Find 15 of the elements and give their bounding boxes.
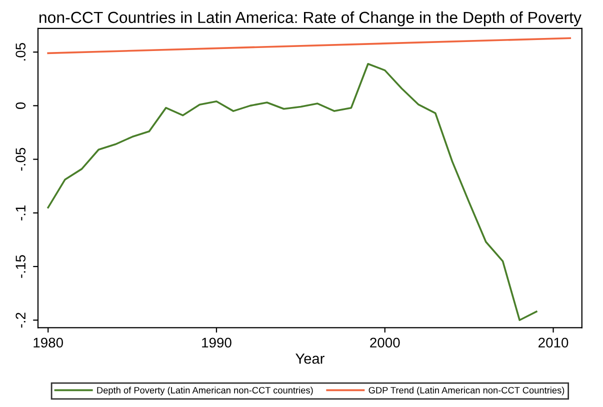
x-tick-label: 2000 [370, 338, 400, 348]
y-tick-label: 0 [16, 102, 26, 110]
legend-label: GDP Trend (Latin American non-CCT Countries) [368, 386, 564, 396]
legend-label: Depth of Poverty (Latin American non-CCT countries) [97, 386, 313, 396]
line-series [47, 62, 538, 322]
x-tick-label: 1980 [34, 338, 63, 348]
chart-title: non-CCT Countries in Latin America: Rate of Change in the Depth of Poverty [39, 11, 582, 26]
x-tick-label: 2010 [538, 338, 568, 348]
x-tick-label: 1990 [202, 338, 232, 348]
y-tick-label: .05 [16, 43, 26, 60]
y-tick-label: -.15 [16, 255, 26, 278]
x-axis-title: Year [296, 354, 324, 364]
y-tick-label: -.1 [16, 205, 26, 220]
y-tick-label: -.2 [16, 312, 26, 328]
y-tick-label: -.05 [16, 148, 26, 171]
